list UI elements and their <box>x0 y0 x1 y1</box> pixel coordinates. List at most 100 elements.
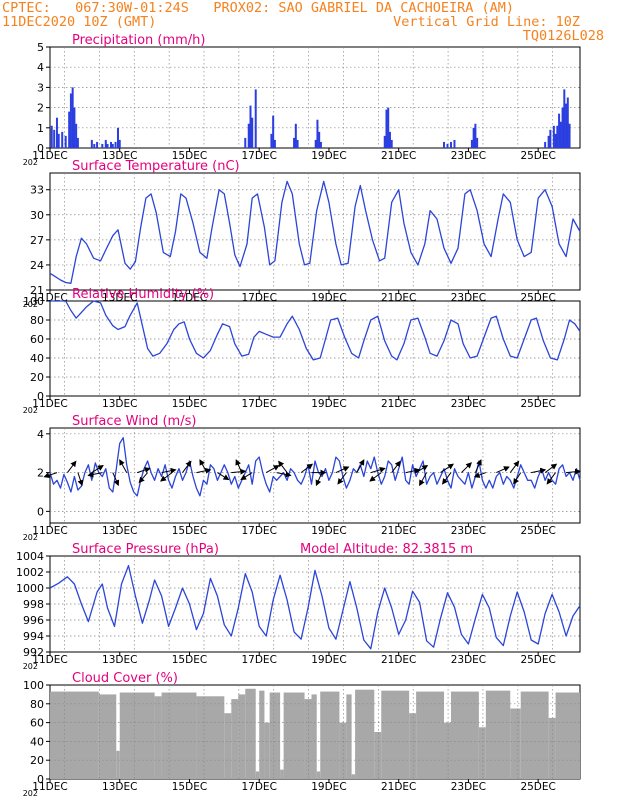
x-tick-label: 23DEC <box>451 781 486 793</box>
panel-pres: 992 994 996 998 1000 1002 1004 11DEC 13DEC 15DEC 1… <box>16 542 581 671</box>
precip-bar <box>75 123 78 148</box>
x-tick-label: 25DEC <box>520 150 555 162</box>
panel-cloud: 0 20 40 60 80 100 11DEC 13DEC 15DEC 17DEC 19DEC 21D… <box>23 671 581 798</box>
panel-title: Surface Wind (m/s) <box>72 414 196 429</box>
header-grid-note: Vertical Grid Line: 10Z <box>393 14 580 30</box>
precip-bar <box>294 123 297 148</box>
precip-bar <box>270 133 273 148</box>
cloud-cover-bar <box>450 691 479 779</box>
cloud-cover-bar <box>259 690 265 779</box>
precip-bar <box>106 143 109 148</box>
y-tick-label: 20 <box>30 754 44 767</box>
x-tick-label: 17DEC <box>241 525 276 537</box>
y-tick-label: 3 <box>37 81 44 94</box>
precip-bar <box>566 97 569 148</box>
y-tick-label: 2 <box>37 102 44 115</box>
cloud-cover-bar <box>304 699 312 779</box>
plot-frame <box>49 427 581 524</box>
precip-bar <box>556 125 559 148</box>
y-tick-label: 0 <box>37 390 44 403</box>
rh-line <box>50 300 581 361</box>
wind-vector-arrow <box>300 463 314 473</box>
precip-bar <box>111 143 114 148</box>
cloud-cover-bar <box>311 694 317 779</box>
x-tick-label: 13DEC <box>102 654 137 666</box>
panel-title: Cloud Cover (%) <box>72 671 178 686</box>
precip-bar <box>53 129 56 148</box>
panel-title: Relative Humidity (%) <box>72 287 214 302</box>
y-tick-label: 21 <box>30 284 44 297</box>
precip-bar <box>104 139 107 148</box>
x-tick-label: 21DEC <box>381 781 416 793</box>
wind-vector-arrow <box>474 459 482 473</box>
wind-vector-arrow <box>160 472 173 482</box>
x-tick-label: 19DEC <box>311 398 346 410</box>
x-tick-label: 17DEC <box>241 398 276 410</box>
cloud-cover-bar <box>161 692 197 779</box>
cloud-cover-bar <box>98 694 117 779</box>
wind-vector-arrow <box>473 472 487 478</box>
cloud-cover-bar <box>224 713 232 779</box>
wind-vector-arrow <box>405 467 421 474</box>
x-tick-label: 19DEC <box>311 525 346 537</box>
cloud-cover-bar <box>264 722 270 779</box>
precip-bar <box>470 139 473 148</box>
x-tick-label: 15DEC <box>172 525 207 537</box>
x-tick-label: 25DEC <box>520 525 555 537</box>
y-tick-label: 60 <box>30 717 44 730</box>
precip-bar <box>568 123 571 148</box>
cloud-cover-bar <box>444 722 451 779</box>
precip-bar <box>73 107 76 148</box>
wind-vector-arrow <box>369 472 382 482</box>
y-tick-label: 1 <box>37 122 44 135</box>
y-tick-label: 100 <box>23 295 44 308</box>
wind-vector-arrow <box>415 465 429 474</box>
x-tick-label: 15DEC <box>172 398 207 410</box>
wind-vector-arrow <box>182 460 192 473</box>
precip-bar <box>55 117 58 148</box>
y-tick-label: 100 <box>23 679 44 692</box>
x-tick-label: 17DEC <box>241 654 276 666</box>
wind-vector-arrow <box>337 472 347 485</box>
precip-bar <box>93 143 96 148</box>
wind-vector-arrow <box>137 467 151 474</box>
cloud-cover-bar <box>154 696 162 779</box>
wind-vector-arrow <box>138 472 149 484</box>
precip-bar <box>71 87 74 148</box>
precip-bar <box>316 119 319 148</box>
wind-vector-arrow <box>240 472 253 481</box>
plot-frame <box>49 300 581 397</box>
header-date: 11DEC2020 10Z (GMT) <box>2 14 157 30</box>
y-tick-label: 30 <box>30 209 44 222</box>
precip-bar <box>50 125 53 148</box>
cloud-cover-bar <box>320 691 340 779</box>
cloud-cover-bar <box>116 750 120 779</box>
cloud-cover-bar <box>269 692 281 779</box>
x-tick-label: 11DEC <box>32 150 67 162</box>
cloud-cover-bar <box>409 713 417 779</box>
cloud-cover-bar <box>196 696 225 779</box>
x-tick-label: 19DEC <box>311 150 346 162</box>
wind-vector-arrow <box>278 460 288 473</box>
wind-vector-arrow <box>441 472 452 485</box>
wind-vector-arrow <box>77 472 84 487</box>
x-sub-label: 202 <box>23 406 38 415</box>
plot-frame <box>49 172 581 291</box>
wind-vector-arrow <box>370 466 386 474</box>
precip-bar <box>254 89 257 148</box>
wind-vector-arrow <box>513 472 522 485</box>
cloud-cover-bar <box>416 691 445 779</box>
precip-bar <box>318 131 321 148</box>
cloud-cover-bar <box>339 722 347 779</box>
cloud-cover-bar <box>520 691 549 779</box>
panel-title-right: Model Altitude: 82.3815 m <box>300 542 473 557</box>
x-tick-label: 11DEC <box>32 525 67 537</box>
wind-vector-arrow <box>546 472 556 485</box>
wind-vector-arrow <box>265 465 280 474</box>
wind-vector-arrow <box>419 472 428 487</box>
wind-vector-arrow <box>276 471 292 478</box>
precip-bar <box>554 133 557 148</box>
y-tick-label: 5 <box>37 41 44 54</box>
cloud-cover-bar <box>510 708 521 779</box>
